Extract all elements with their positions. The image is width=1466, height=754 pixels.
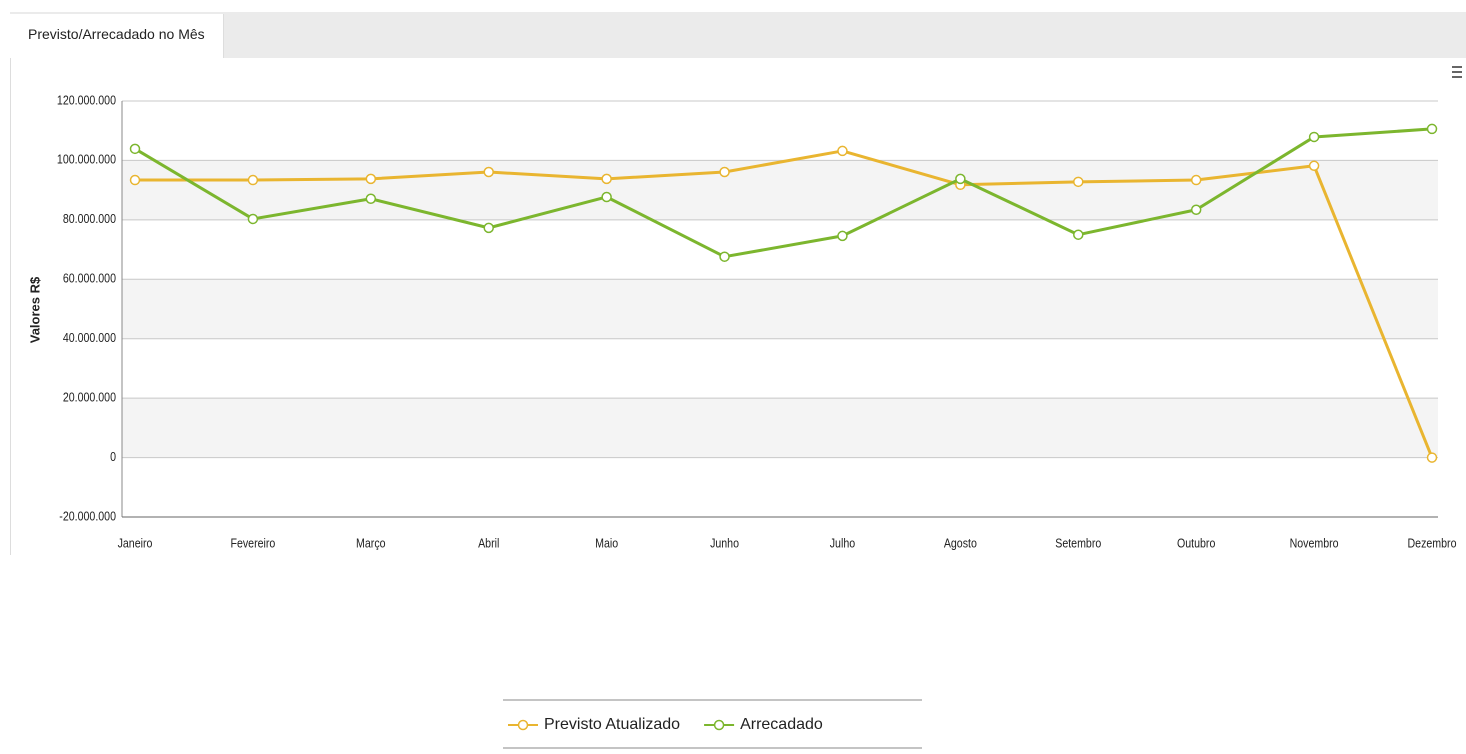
x-tick-label: Novembro — [1290, 537, 1339, 551]
y-tick-label: 20.000.000 — [63, 391, 116, 405]
data-point — [1073, 229, 1084, 240]
legend-label: Arrecadado — [740, 716, 823, 733]
panel-border — [10, 58, 11, 555]
data-point — [365, 193, 377, 205]
series-line — [134, 127, 1433, 259]
data-point — [1190, 174, 1202, 186]
data-point — [483, 166, 494, 178]
data-point — [1426, 123, 1438, 135]
data-point — [1308, 160, 1320, 172]
data-point — [1190, 204, 1202, 216]
y-tick-label: 100.000.000 — [57, 153, 116, 167]
y-tick-label: 60.000.000 — [63, 272, 116, 286]
data-point — [365, 173, 377, 185]
data-point — [1426, 452, 1438, 463]
y-axis-title: Valores R$ — [27, 276, 42, 343]
data-point — [837, 230, 848, 242]
data-point — [247, 174, 259, 186]
data-point — [1073, 176, 1084, 188]
y-tick-label: 80.000.000 — [63, 212, 116, 226]
y-tick-label: 40.000.000 — [63, 331, 116, 345]
x-tick-label: Dezembro — [1408, 537, 1457, 551]
plot-band — [122, 160, 1438, 220]
legend-item[interactable]: Previsto Atualizado — [508, 716, 680, 733]
x-tick-label: Abril — [478, 537, 499, 551]
chart-menu[interactable] — [1452, 66, 1462, 81]
data-point — [719, 166, 730, 178]
plot-band — [122, 398, 1438, 458]
data-point — [601, 191, 612, 203]
legend-symbol — [713, 719, 725, 731]
x-tick-label: Janeiro — [118, 537, 153, 551]
tab-bar — [10, 12, 1466, 58]
x-tick-label: Março — [356, 537, 386, 551]
data-point — [129, 174, 141, 186]
x-tick-label: Maio — [595, 537, 618, 551]
legend-label: Previsto Atualizado — [544, 716, 680, 733]
data-point — [837, 145, 848, 157]
x-tick-label: Fevereiro — [230, 537, 275, 551]
y-tick-label: 120.000.000 — [57, 94, 116, 108]
data-point — [719, 251, 730, 262]
plot-bands — [122, 160, 1438, 458]
x-tick-label: Outubro — [1177, 537, 1215, 551]
x-tick-label: Agosto — [944, 537, 977, 551]
plot-band — [122, 279, 1438, 339]
legend-symbol — [517, 719, 529, 731]
data-point — [601, 173, 612, 185]
x-tick-label: Junho — [710, 537, 739, 551]
data-point — [483, 222, 494, 234]
data-point — [247, 213, 259, 225]
data-point — [129, 143, 141, 155]
series-line — [135, 149, 1434, 459]
tab[interactable]: Previsto/Arrecadado no Mês — [10, 14, 224, 58]
x-tick-label: Julho — [830, 537, 855, 551]
legend-item[interactable]: Arrecadado — [704, 716, 823, 733]
data-point — [1308, 131, 1320, 143]
data-point — [955, 173, 966, 185]
x-tick-label: Setembro — [1055, 537, 1101, 551]
y-tick-label: 0 — [110, 450, 116, 464]
y-tick-label: -20.000.000 — [59, 510, 116, 524]
